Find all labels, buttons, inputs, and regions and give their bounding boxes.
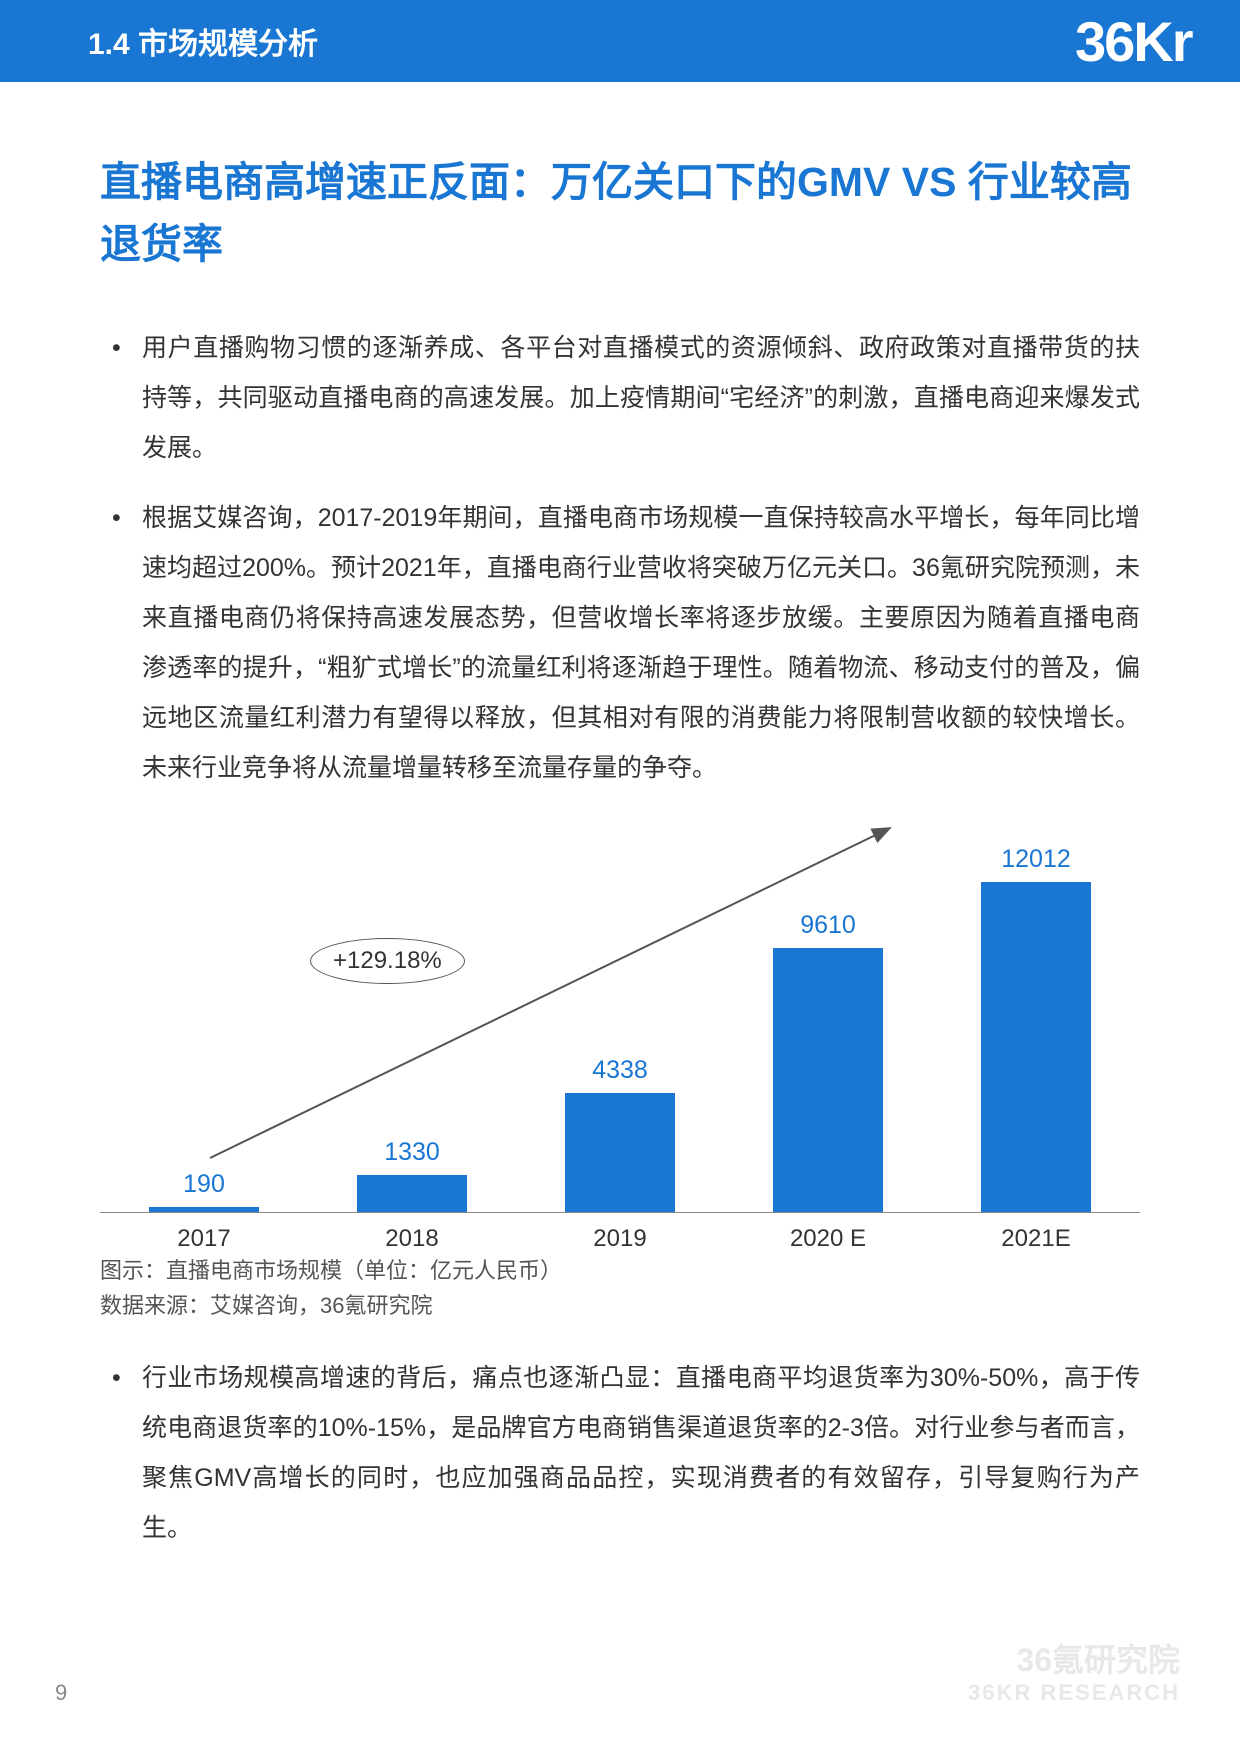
header-bar: 1.4 市场规模分析 36Kr bbox=[0, 0, 1240, 82]
watermark-bottom: 36KR RESEARCH bbox=[968, 1680, 1180, 1706]
bar-chart: +129.18% 19013304338961012012 2017201820… bbox=[100, 823, 1140, 1343]
bullet-list-top: 用户直播购物习惯的逐渐养成、各平台对直播模式的资源倾斜、政府政策对直播带货的扶持… bbox=[100, 323, 1140, 793]
brand-logo: 36Kr bbox=[1055, 0, 1240, 82]
x-axis-labels: 2017201820192020 E2021E bbox=[100, 1225, 1140, 1253]
watermark-top: 36氪研究院 bbox=[968, 1641, 1180, 1679]
bar-value-label: 9610 bbox=[800, 911, 856, 940]
bar-column: 9610 bbox=[724, 911, 932, 1212]
bullet-item: 根据艾媒咨询，2017-2019年期间，直播电商市场规模一直保持较高水平增长，每… bbox=[100, 493, 1140, 793]
bar-value-label: 190 bbox=[183, 1170, 225, 1199]
bar bbox=[773, 948, 883, 1212]
bar bbox=[565, 1093, 675, 1212]
bullet-item: 行业市场规模高增速的背后，痛点也逐渐凸显：直播电商平均退货率为30%-50%，高… bbox=[100, 1353, 1140, 1553]
page-title: 直播电商高增速正反面：万亿关口下的GMV VS 行业较高退货率 bbox=[100, 152, 1140, 275]
section-label: 1.4 市场规模分析 bbox=[88, 19, 318, 63]
bar bbox=[981, 882, 1091, 1212]
x-axis-label: 2018 bbox=[308, 1225, 516, 1253]
x-axis-label: 2021E bbox=[932, 1225, 1140, 1253]
bar-column: 1330 bbox=[308, 1138, 516, 1212]
watermark: 36氪研究院 36KR RESEARCH bbox=[968, 1641, 1180, 1706]
bar bbox=[357, 1175, 467, 1212]
bar-value-label: 12012 bbox=[1001, 845, 1071, 874]
x-axis-label: 2017 bbox=[100, 1225, 308, 1253]
content-area: 直播电商高增速正反面：万亿关口下的GMV VS 行业较高退货率 用户直播购物习惯… bbox=[0, 82, 1240, 1553]
caption-line-2: 数据来源：艾媒咨询，36氪研究院 bbox=[100, 1288, 1140, 1323]
page-number: 9 bbox=[55, 1680, 67, 1706]
bar-column: 190 bbox=[100, 1170, 308, 1212]
bars-container: 190 1330 4338 9610 12012 bbox=[100, 843, 1140, 1213]
bar bbox=[149, 1207, 259, 1212]
bullet-list-bottom: 行业市场规模高增速的背后，痛点也逐渐凸显：直播电商平均退货率为30%-50%，高… bbox=[100, 1353, 1140, 1553]
caption-line-1: 图示：直播电商市场规模（单位：亿元人民币） bbox=[100, 1253, 1140, 1288]
chart-caption: 图示：直播电商市场规模（单位：亿元人民币） 数据来源：艾媒咨询，36氪研究院 bbox=[100, 1253, 1140, 1323]
bar-value-label: 4338 bbox=[592, 1056, 648, 1085]
x-axis-label: 2019 bbox=[516, 1225, 724, 1253]
bar-column: 12012 bbox=[932, 845, 1140, 1212]
bar-value-label: 1330 bbox=[384, 1138, 440, 1167]
bar-column: 4338 bbox=[516, 1056, 724, 1212]
x-axis-label: 2020 E bbox=[724, 1225, 932, 1253]
chart-plot-area: +129.18% 19013304338961012012 2017201820… bbox=[100, 823, 1140, 1253]
bullet-item: 用户直播购物习惯的逐渐养成、各平台对直播模式的资源倾斜、政府政策对直播带货的扶持… bbox=[100, 323, 1140, 473]
